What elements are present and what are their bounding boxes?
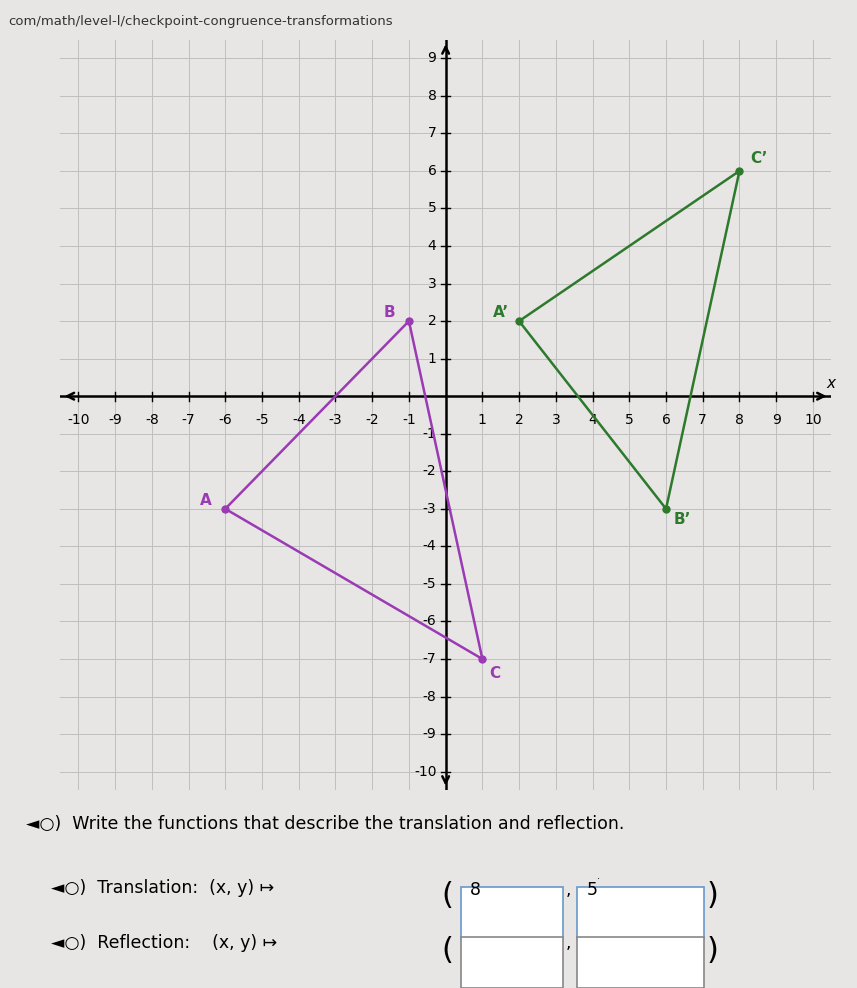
Text: 8: 8 — [428, 89, 436, 103]
Text: 1: 1 — [428, 352, 436, 366]
Text: -9: -9 — [423, 727, 436, 741]
Text: 8: 8 — [735, 413, 744, 427]
Text: ,: , — [566, 934, 571, 951]
Text: ◄○)  Reflection:    (x, y) ↦: ◄○) Reflection: (x, y) ↦ — [51, 934, 283, 951]
Text: A: A — [200, 493, 212, 508]
Text: -5: -5 — [255, 413, 269, 427]
Text: com/math/level-l/checkpoint-congruence-transformations: com/math/level-l/checkpoint-congruence-t… — [9, 15, 393, 28]
FancyBboxPatch shape — [577, 887, 704, 939]
FancyBboxPatch shape — [577, 937, 704, 988]
Text: -7: -7 — [182, 413, 195, 427]
Text: -5: -5 — [423, 577, 436, 591]
Text: -1: -1 — [423, 427, 436, 441]
Text: 5: 5 — [428, 202, 436, 215]
Text: 9: 9 — [772, 413, 781, 427]
Text: 7: 7 — [428, 126, 436, 140]
Text: -9: -9 — [108, 413, 122, 427]
Text: 4: 4 — [428, 239, 436, 253]
Text: 9: 9 — [428, 51, 436, 65]
Text: -8: -8 — [423, 690, 436, 703]
Text: B’: B’ — [674, 512, 691, 527]
Text: ◄○)  Translation:  (x, y) ↦: ◄○) Translation: (x, y) ↦ — [51, 879, 280, 897]
Text: 6: 6 — [428, 164, 436, 178]
Text: -4: -4 — [423, 539, 436, 553]
Text: ,: , — [566, 881, 571, 899]
Text: -10: -10 — [67, 413, 90, 427]
Text: -4: -4 — [292, 413, 306, 427]
Text: A’: A’ — [494, 305, 510, 320]
Text: -7: -7 — [423, 652, 436, 666]
Text: 1: 1 — [478, 413, 487, 427]
Text: C’: C’ — [751, 151, 768, 166]
Text: -1: -1 — [402, 413, 416, 427]
Text: x: x — [827, 375, 836, 390]
Text: -8: -8 — [145, 413, 159, 427]
FancyBboxPatch shape — [461, 937, 563, 988]
Text: 2: 2 — [515, 413, 524, 427]
Text: -6: -6 — [219, 413, 232, 427]
Text: 3: 3 — [551, 413, 560, 427]
Text: C: C — [489, 666, 500, 681]
Text: 6: 6 — [662, 413, 670, 427]
Text: B: B — [383, 305, 395, 320]
Text: -10: -10 — [414, 765, 436, 779]
Text: 4: 4 — [588, 413, 597, 427]
Text: ◄○)  Write the functions that describe the translation and reflection.: ◄○) Write the functions that describe th… — [26, 815, 624, 833]
Text: 10: 10 — [804, 413, 822, 427]
Text: -2: -2 — [423, 464, 436, 478]
Text: 7: 7 — [698, 413, 707, 427]
Text: 8: 8 — [470, 881, 481, 899]
Text: .: . — [597, 871, 601, 881]
Text: -3: -3 — [328, 413, 342, 427]
Text: 3: 3 — [428, 277, 436, 290]
Text: -6: -6 — [423, 615, 436, 628]
Text: -3: -3 — [423, 502, 436, 516]
Text: 5: 5 — [625, 413, 633, 427]
Text: 2: 2 — [428, 314, 436, 328]
Text: (: ( — [441, 881, 453, 910]
Text: (: ( — [441, 936, 453, 964]
Text: -2: -2 — [365, 413, 379, 427]
Text: 5: 5 — [587, 881, 598, 899]
Text: ): ) — [707, 936, 719, 964]
Text: ): ) — [707, 881, 719, 910]
FancyBboxPatch shape — [461, 887, 563, 939]
